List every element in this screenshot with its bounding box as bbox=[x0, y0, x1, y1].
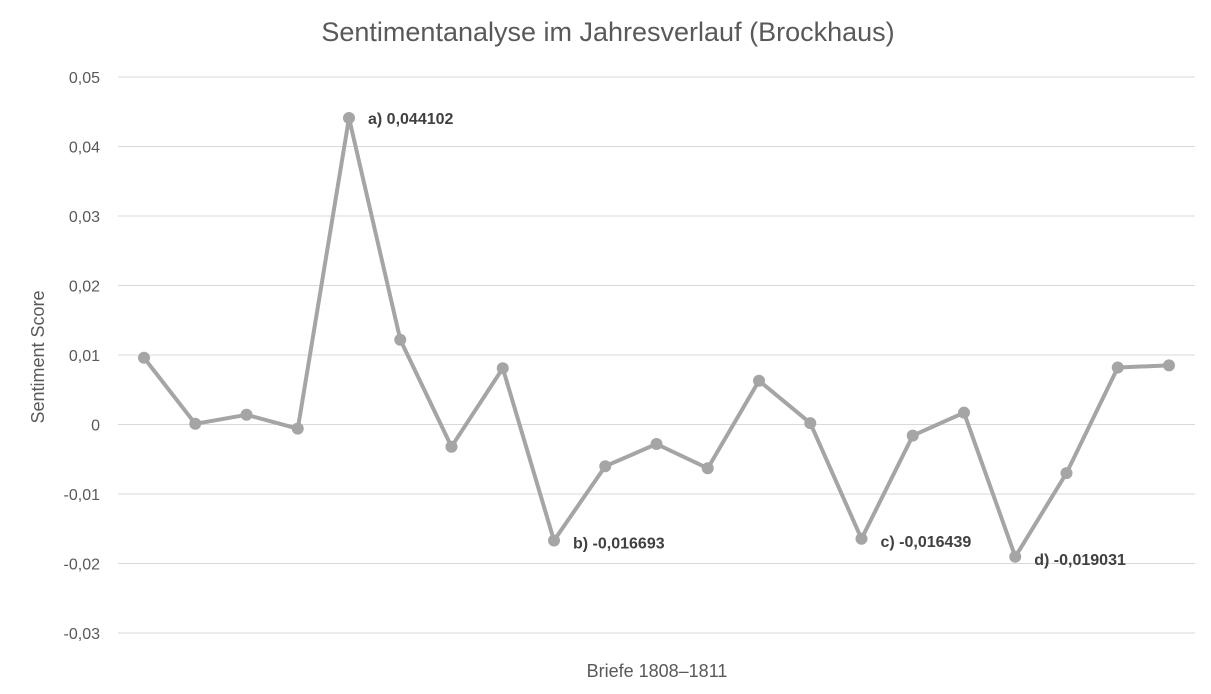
data-point bbox=[291, 422, 304, 435]
y-axis-tick-labels: 0,05 0,04 0,03 0,02 0,01 0 -0,01 -0,02 -0,03 bbox=[64, 70, 101, 643]
data-labels: a) 0,044102 b) -0,016693 c) -0,016439 d) -0… bbox=[368, 111, 1126, 569]
y-tick-label: 0,02 bbox=[69, 279, 100, 296]
data-point bbox=[1163, 359, 1175, 372]
data-point bbox=[599, 460, 612, 473]
data-label: c) -0,016439 bbox=[881, 534, 972, 551]
data-point bbox=[753, 374, 765, 387]
data-point bbox=[445, 440, 458, 453]
data-points bbox=[138, 111, 1175, 563]
y-tick-label: 0,01 bbox=[69, 348, 100, 365]
y-tick-label: 0,03 bbox=[69, 209, 100, 226]
y-tick-label: 0 bbox=[91, 418, 100, 435]
data-point bbox=[138, 351, 150, 364]
chart-title: Sentimentanalyse im Jahresverlauf (Brock… bbox=[321, 17, 894, 47]
data-point bbox=[394, 333, 407, 346]
y-tick-label: -0,01 bbox=[64, 487, 101, 504]
data-point bbox=[548, 534, 560, 547]
x-axis-label: Briefe 1808–1811 bbox=[587, 661, 728, 681]
data-point bbox=[240, 408, 253, 421]
y-tick-label: -0,03 bbox=[64, 626, 101, 643]
data-point bbox=[958, 406, 970, 419]
data-point bbox=[906, 429, 919, 442]
y-tick-label: 0,04 bbox=[69, 140, 100, 157]
data-point bbox=[1111, 361, 1124, 374]
data-point bbox=[1009, 550, 1022, 563]
series-line bbox=[142, 116, 1171, 559]
data-point bbox=[804, 417, 817, 430]
y-axis-label: Sentiment Score bbox=[28, 290, 48, 423]
y-tick-label: -0,02 bbox=[64, 557, 101, 574]
data-point bbox=[343, 111, 355, 124]
data-point bbox=[855, 532, 868, 545]
data-point bbox=[1060, 467, 1073, 480]
data-point bbox=[701, 462, 714, 475]
data-label: a) 0,044102 bbox=[368, 111, 454, 128]
y-tick-label: 0,05 bbox=[69, 70, 100, 87]
data-label: d) -0,019031 bbox=[1034, 552, 1126, 569]
data-label: b) -0,016693 bbox=[573, 536, 665, 553]
data-point bbox=[496, 362, 509, 375]
data-point bbox=[189, 417, 202, 430]
data-point bbox=[650, 437, 663, 450]
